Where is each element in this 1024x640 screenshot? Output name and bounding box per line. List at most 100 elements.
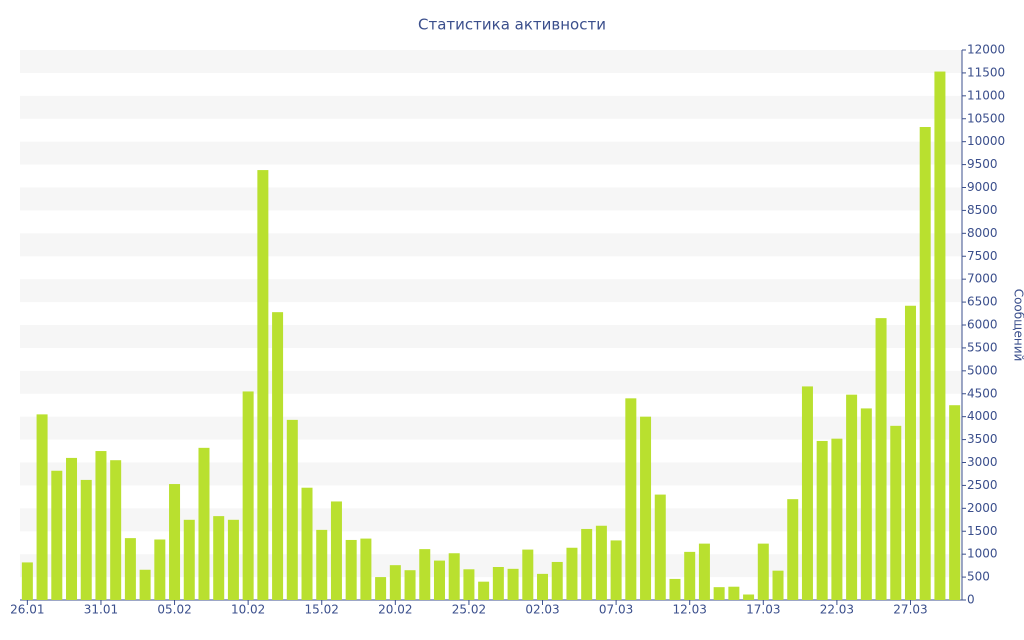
bar	[743, 594, 755, 600]
grid-band	[20, 325, 962, 348]
x-tick-label: 27.03	[893, 603, 927, 617]
y-tick-label: 3000	[967, 455, 998, 469]
bar	[316, 529, 328, 600]
y-tick-label: 8500	[967, 203, 998, 217]
y-tick-label: 9000	[967, 180, 998, 194]
grid-band	[20, 141, 962, 165]
x-tick-label: 25.02	[452, 603, 486, 617]
bar	[581, 528, 593, 600]
x-tick-label: 20.02	[378, 603, 412, 617]
bar	[537, 573, 549, 600]
grid-band	[20, 508, 962, 532]
bar	[286, 419, 298, 600]
y-tick-label: 6500	[967, 295, 998, 309]
bar	[640, 416, 652, 600]
x-tick-label: 31.01	[84, 603, 118, 617]
y-tick-label: 11000	[967, 88, 1005, 102]
bar	[522, 549, 534, 600]
grid-band	[20, 416, 962, 440]
bar	[169, 484, 181, 600]
y-tick-label: 3500	[967, 432, 998, 446]
y-tick-label: 1000	[967, 547, 998, 561]
x-tick-label: 26.01	[10, 603, 44, 617]
y-tick-label: 6000	[967, 318, 998, 332]
y-tick-label: 0	[967, 593, 975, 607]
bar	[419, 549, 431, 600]
bar	[360, 538, 372, 600]
bar	[625, 398, 637, 600]
y-tick-label: 1500	[967, 524, 998, 538]
y-tick-label: 5000	[967, 363, 998, 377]
bar	[183, 519, 195, 600]
bar	[801, 386, 813, 600]
bar	[816, 440, 828, 600]
bar	[95, 451, 107, 600]
x-tick-label: 05.02	[157, 603, 191, 617]
y-tick-label: 12000	[967, 43, 1005, 57]
bar	[566, 547, 578, 600]
bar	[772, 570, 784, 600]
grid-band	[20, 462, 962, 486]
bar	[934, 71, 946, 600]
y-tick-label: 500	[967, 570, 990, 584]
y-tick-label: 8000	[967, 226, 998, 240]
bar	[330, 501, 342, 600]
grid-band	[20, 233, 962, 257]
bar	[375, 577, 387, 600]
bar	[301, 487, 313, 600]
bar	[698, 543, 710, 600]
bar	[389, 565, 401, 600]
bar	[831, 438, 843, 600]
y-tick-label: 7500	[967, 249, 998, 263]
x-tick-label: 17.03	[746, 603, 780, 617]
bar	[904, 305, 916, 600]
y-tick-label: 2500	[967, 478, 998, 492]
y-tick-label: 10500	[967, 111, 1005, 125]
y-tick-label: 10000	[967, 134, 1005, 148]
grid-band	[20, 187, 962, 211]
bar	[110, 460, 122, 600]
bar	[213, 516, 225, 600]
bar	[154, 539, 166, 600]
grid-band	[20, 279, 962, 303]
bar	[654, 494, 666, 600]
bar	[448, 553, 460, 600]
x-tick-label: 07.03	[599, 603, 633, 617]
bar	[257, 170, 269, 601]
bar	[492, 567, 504, 600]
chart-title: Статистика активности	[418, 16, 606, 34]
bar	[610, 540, 622, 600]
x-tick-label: 15.02	[305, 603, 339, 617]
bar	[728, 586, 740, 600]
bar	[433, 560, 445, 600]
bar	[227, 519, 239, 600]
y-tick-label: 4000	[967, 409, 998, 423]
bar	[21, 562, 33, 600]
bar	[551, 561, 563, 600]
grid-band	[20, 554, 962, 578]
grid-band	[20, 370, 962, 394]
y-tick-label: 5500	[967, 340, 998, 354]
grid-band	[20, 95, 962, 119]
bar	[846, 394, 858, 600]
bar	[684, 551, 696, 600]
y-tick-label: 2000	[967, 501, 998, 515]
y-tick-label: 7000	[967, 272, 998, 286]
x-tick-label: 22.03	[820, 603, 854, 617]
x-tick-label: 12.03	[673, 603, 707, 617]
x-tick-label: 10.02	[231, 603, 265, 617]
y-tick-label: 4500	[967, 386, 998, 400]
bar	[507, 568, 519, 600]
bar	[757, 543, 769, 600]
bar	[36, 414, 48, 600]
bar	[242, 391, 254, 600]
bar	[80, 479, 92, 600]
bar	[713, 587, 725, 600]
bar	[404, 570, 416, 600]
bar	[51, 470, 63, 600]
bar	[463, 569, 475, 600]
y-axis-label: Сообщений	[1012, 289, 1024, 362]
bar	[595, 525, 607, 600]
bar	[919, 127, 931, 600]
